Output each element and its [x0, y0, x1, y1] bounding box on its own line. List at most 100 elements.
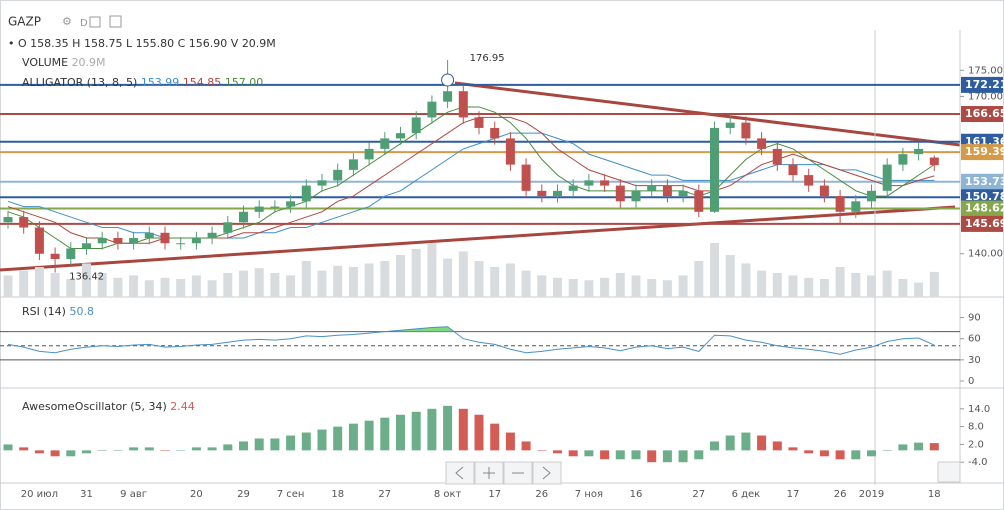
candle-body: [631, 190, 641, 202]
ao-bar: [757, 435, 767, 451]
ao-bar: [411, 411, 421, 451]
volume-bar: [317, 270, 327, 297]
volume-bar: [286, 275, 296, 297]
plot: 140.00 170.00 175.00 176.95 136.42 172.21 166.…: [0, 37, 1004, 500]
pane-value: 2.44: [170, 400, 195, 413]
volume-bar: [678, 275, 688, 297]
volume-bar: [97, 273, 107, 297]
volume-bar: [380, 261, 390, 297]
scroll-left[interactable]: [445, 461, 475, 485]
candle-body: [678, 190, 688, 197]
readout-value: 158.35: [30, 37, 69, 50]
volume-bar: [66, 279, 76, 297]
readout-value: 158.75: [84, 37, 123, 50]
ao-bar: [584, 450, 594, 457]
readout: AwesomeOscillator (5, 34) 2.44: [22, 400, 195, 413]
gear-icon[interactable]: ⚙: [62, 15, 72, 28]
ao-bar: [553, 450, 562, 454]
candle-body: [505, 138, 515, 165]
volume-bar: [772, 273, 782, 297]
ao-bar: [301, 432, 311, 451]
candle-body: [568, 185, 578, 191]
scroll-right[interactable]: [532, 461, 562, 485]
volume-bar: [239, 270, 248, 297]
readout-value: 155.80: [136, 37, 175, 50]
ao-bar: [490, 423, 500, 451]
y-tick-label: 60: [968, 334, 981, 345]
candle-body: [662, 185, 672, 197]
candle-body: [19, 217, 29, 228]
volume-value: 20.9M: [72, 56, 106, 69]
candle-body: [207, 232, 217, 239]
ao-bar: [662, 450, 672, 463]
ao-bar: [82, 450, 91, 454]
volume-bar: [364, 263, 374, 297]
ao-bar: [615, 450, 625, 460]
ao-bar: [427, 408, 437, 451]
symbol: GAZP: [8, 15, 41, 29]
ao-bar: [97, 450, 107, 451]
candle-body: [396, 133, 405, 139]
candle-body: [317, 180, 327, 186]
volume-bar: [490, 267, 500, 297]
interval[interactable]: D: [80, 18, 88, 29]
ao-bar: [710, 441, 719, 451]
volume-bar: [600, 277, 610, 297]
high-marker: [441, 73, 455, 87]
ao-bar: [788, 447, 798, 451]
candle-body: [694, 190, 704, 212]
candle-body: [788, 164, 798, 176]
volume-bar: [3, 275, 13, 297]
price-label-box: [961, 215, 1003, 232]
candle-body: [50, 253, 60, 259]
candle-body: [427, 101, 437, 118]
ao-bar: [458, 408, 468, 451]
ao-bar: [191, 447, 201, 451]
pane-value: 50.8: [69, 305, 94, 318]
candle-body: [97, 238, 107, 244]
pane-title: RSI (14): [22, 305, 66, 318]
x-tick-label: 18: [331, 489, 344, 500]
high-label: 176.95: [470, 53, 505, 64]
alligator-name: ALLIGATOR (13, 8, 5): [22, 76, 137, 89]
volume-bar: [929, 271, 939, 297]
ao-bar: [819, 450, 829, 457]
price-label-box: [961, 200, 1003, 217]
x-tick-label: 31: [80, 489, 93, 500]
volume-bar: [631, 275, 641, 297]
y-tick-label: 14.0: [968, 404, 990, 415]
y-tick-label: 30: [968, 355, 981, 366]
price-label-box: [961, 76, 1003, 93]
ao-bar: [851, 450, 861, 460]
candle-body: [725, 122, 735, 128]
compare-icon[interactable]: [109, 15, 122, 28]
candle-body: [914, 148, 924, 155]
volume-bar: [757, 270, 767, 297]
ao-bar: [741, 432, 751, 451]
ao-bar: [914, 442, 924, 451]
ao-bar: [929, 443, 939, 451]
trend-line: [0, 205, 956, 272]
x-tick-label: 6 дек: [732, 489, 761, 500]
ao-bar: [694, 450, 704, 460]
ohlc-readout: • O 158.35 H 158.75 L 155.80 C 156.90 V …: [8, 37, 276, 50]
ao-bar: [66, 450, 76, 457]
candle-body: [82, 243, 91, 249]
candle-body: [191, 238, 201, 244]
ao-bar: [882, 450, 892, 451]
ao-bar: [144, 447, 154, 451]
readout-label: L: [126, 37, 133, 50]
volume-bar: [851, 273, 861, 297]
readout: VOLUME 20.9M: [22, 56, 106, 69]
x-tick-label: 7 ноя: [575, 489, 603, 500]
y-tick-label: 175.00: [968, 65, 1003, 76]
indicators-icon[interactable]: [89, 16, 101, 28]
candle-body: [3, 217, 13, 223]
volume-bar: [207, 280, 217, 297]
volume-bar: [223, 273, 233, 297]
rsi-line: [7, 326, 935, 355]
candle-body: [490, 127, 500, 139]
volume-bar: [819, 279, 829, 297]
reset[interactable]: [937, 461, 961, 483]
